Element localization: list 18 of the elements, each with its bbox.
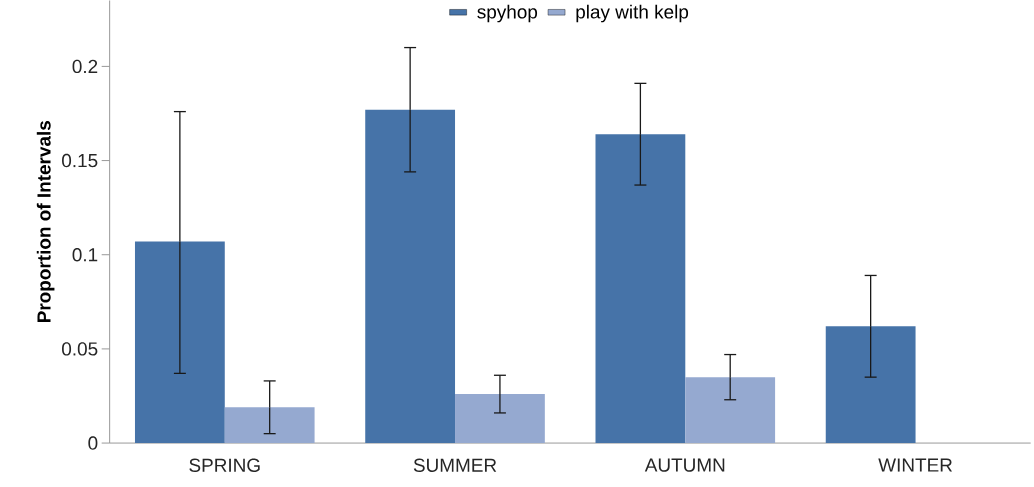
y-tick-label: 0.15	[62, 153, 98, 168]
y-tick-label: 0	[88, 436, 98, 450]
legend-label: spyhop	[477, 4, 538, 23]
x-tick-label: WINTER	[878, 458, 953, 472]
bar	[455, 394, 545, 444]
bar	[825, 326, 916, 444]
bar	[224, 407, 315, 444]
y-tick-label: 0.1	[72, 248, 98, 262]
y-axis-title: Proportion of Intervals	[36, 121, 55, 323]
legend-label: play with kelp	[576, 4, 689, 23]
y-tick-label: 0.2	[72, 59, 98, 74]
bar	[685, 377, 776, 444]
bar	[595, 134, 686, 444]
x-tick-label: AUTUMN	[644, 458, 725, 472]
x-tick-label: SPRING	[189, 458, 260, 472]
bar	[365, 109, 456, 444]
x-tick-label: SUMMER	[413, 458, 497, 472]
y-tick-label: 0.05	[62, 342, 98, 356]
